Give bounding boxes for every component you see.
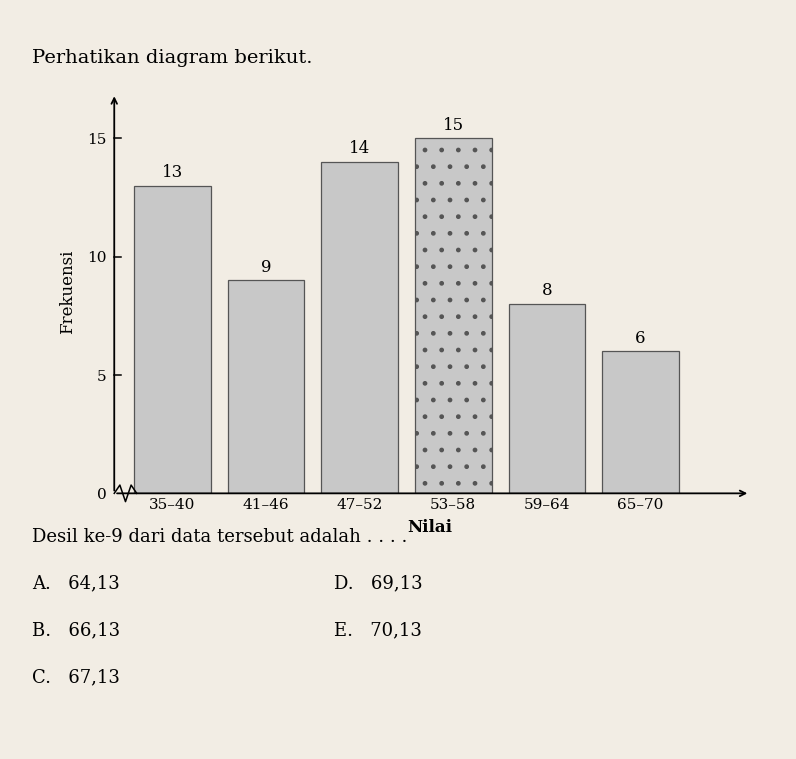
Bar [228,280,304,493]
Text: 9: 9 [261,259,271,276]
Text: Desil ke-9 dari data tersebut adalah . . . .: Desil ke-9 dari data tersebut adalah . .… [32,528,408,546]
Text: 6: 6 [635,329,646,347]
Text: 14: 14 [349,140,370,157]
Text: A.   64,13: A. 64,13 [32,575,119,593]
Bar [602,351,679,493]
Text: D.   69,13: D. 69,13 [334,575,423,593]
Text: B.   66,13: B. 66,13 [32,622,120,640]
Text: 13: 13 [162,164,183,181]
Text: C.   67,13: C. 67,13 [32,669,119,687]
Text: E.   70,13: E. 70,13 [334,622,422,640]
Bar [134,186,211,493]
X-axis label: Nilai: Nilai [408,519,452,536]
Text: 15: 15 [443,117,464,134]
Y-axis label: Frekuensi: Frekuensi [59,250,76,335]
Bar [322,162,398,493]
Bar [509,304,585,493]
Text: 8: 8 [541,282,552,299]
Text: Perhatikan diagram berikut.: Perhatikan diagram berikut. [32,49,312,68]
Bar [415,138,492,493]
